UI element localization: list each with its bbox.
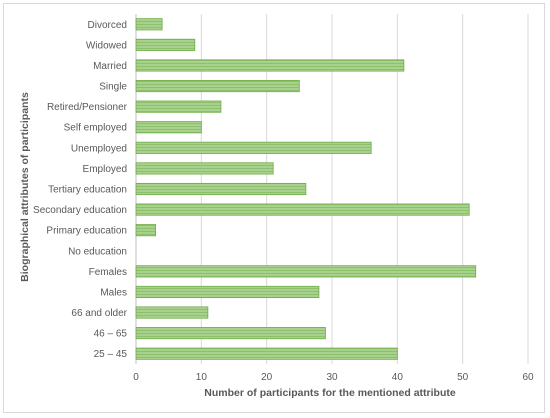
category-label: Retired/Pensioner <box>47 102 128 113</box>
bar <box>135 121 202 134</box>
category-labels: 25 – 45 46 – 65 66 and older Males Females No… <box>33 20 128 360</box>
gridlines <box>135 14 529 364</box>
bar <box>135 162 274 175</box>
x-tick-label: 40 <box>392 372 404 383</box>
x-tick-label: 50 <box>457 372 469 383</box>
category-label: Males <box>100 287 127 298</box>
category-label: 25 – 45 <box>94 349 128 360</box>
x-tick-label: 30 <box>326 372 338 383</box>
category-label: 46 – 65 <box>94 329 128 340</box>
category-label: Unemployed <box>71 143 127 154</box>
bar <box>135 182 307 196</box>
category-label: 66 and older <box>71 308 127 319</box>
bar <box>135 79 300 93</box>
x-tick-label: 20 <box>261 372 273 383</box>
bar <box>135 306 209 319</box>
category-label: Widowed <box>86 40 127 51</box>
x-axis-title: Number of participants for the mentioned… <box>204 387 456 399</box>
x-tick-label: 0 <box>133 372 139 383</box>
bar <box>135 203 470 216</box>
category-label: Self employed <box>64 123 127 134</box>
category-label: Married <box>93 61 127 72</box>
bar <box>135 100 222 113</box>
x-tick-label: 10 <box>196 372 208 383</box>
x-tick-label: 60 <box>522 372 534 383</box>
bar <box>135 265 477 278</box>
bar <box>135 347 398 360</box>
category-label: No education <box>68 246 127 257</box>
category-label: Employed <box>83 164 127 175</box>
category-label: Single <box>99 82 127 93</box>
category-label: Primary education <box>46 226 127 237</box>
bar <box>135 38 196 51</box>
category-label: Divorced <box>88 20 127 31</box>
bar <box>135 141 372 154</box>
category-label: Females <box>89 267 127 278</box>
x-tick-labels: 0 10 20 30 40 50 60 <box>133 372 534 383</box>
category-label: Secondary education <box>33 205 127 216</box>
y-axis-title: Biographical attributes of participants <box>19 92 31 282</box>
bar <box>135 59 405 72</box>
bar <box>135 327 326 340</box>
bar <box>135 224 157 237</box>
bars <box>135 18 477 360</box>
bar <box>135 285 320 299</box>
category-label: Tertiary education <box>48 185 127 196</box>
bar <box>135 18 163 31</box>
